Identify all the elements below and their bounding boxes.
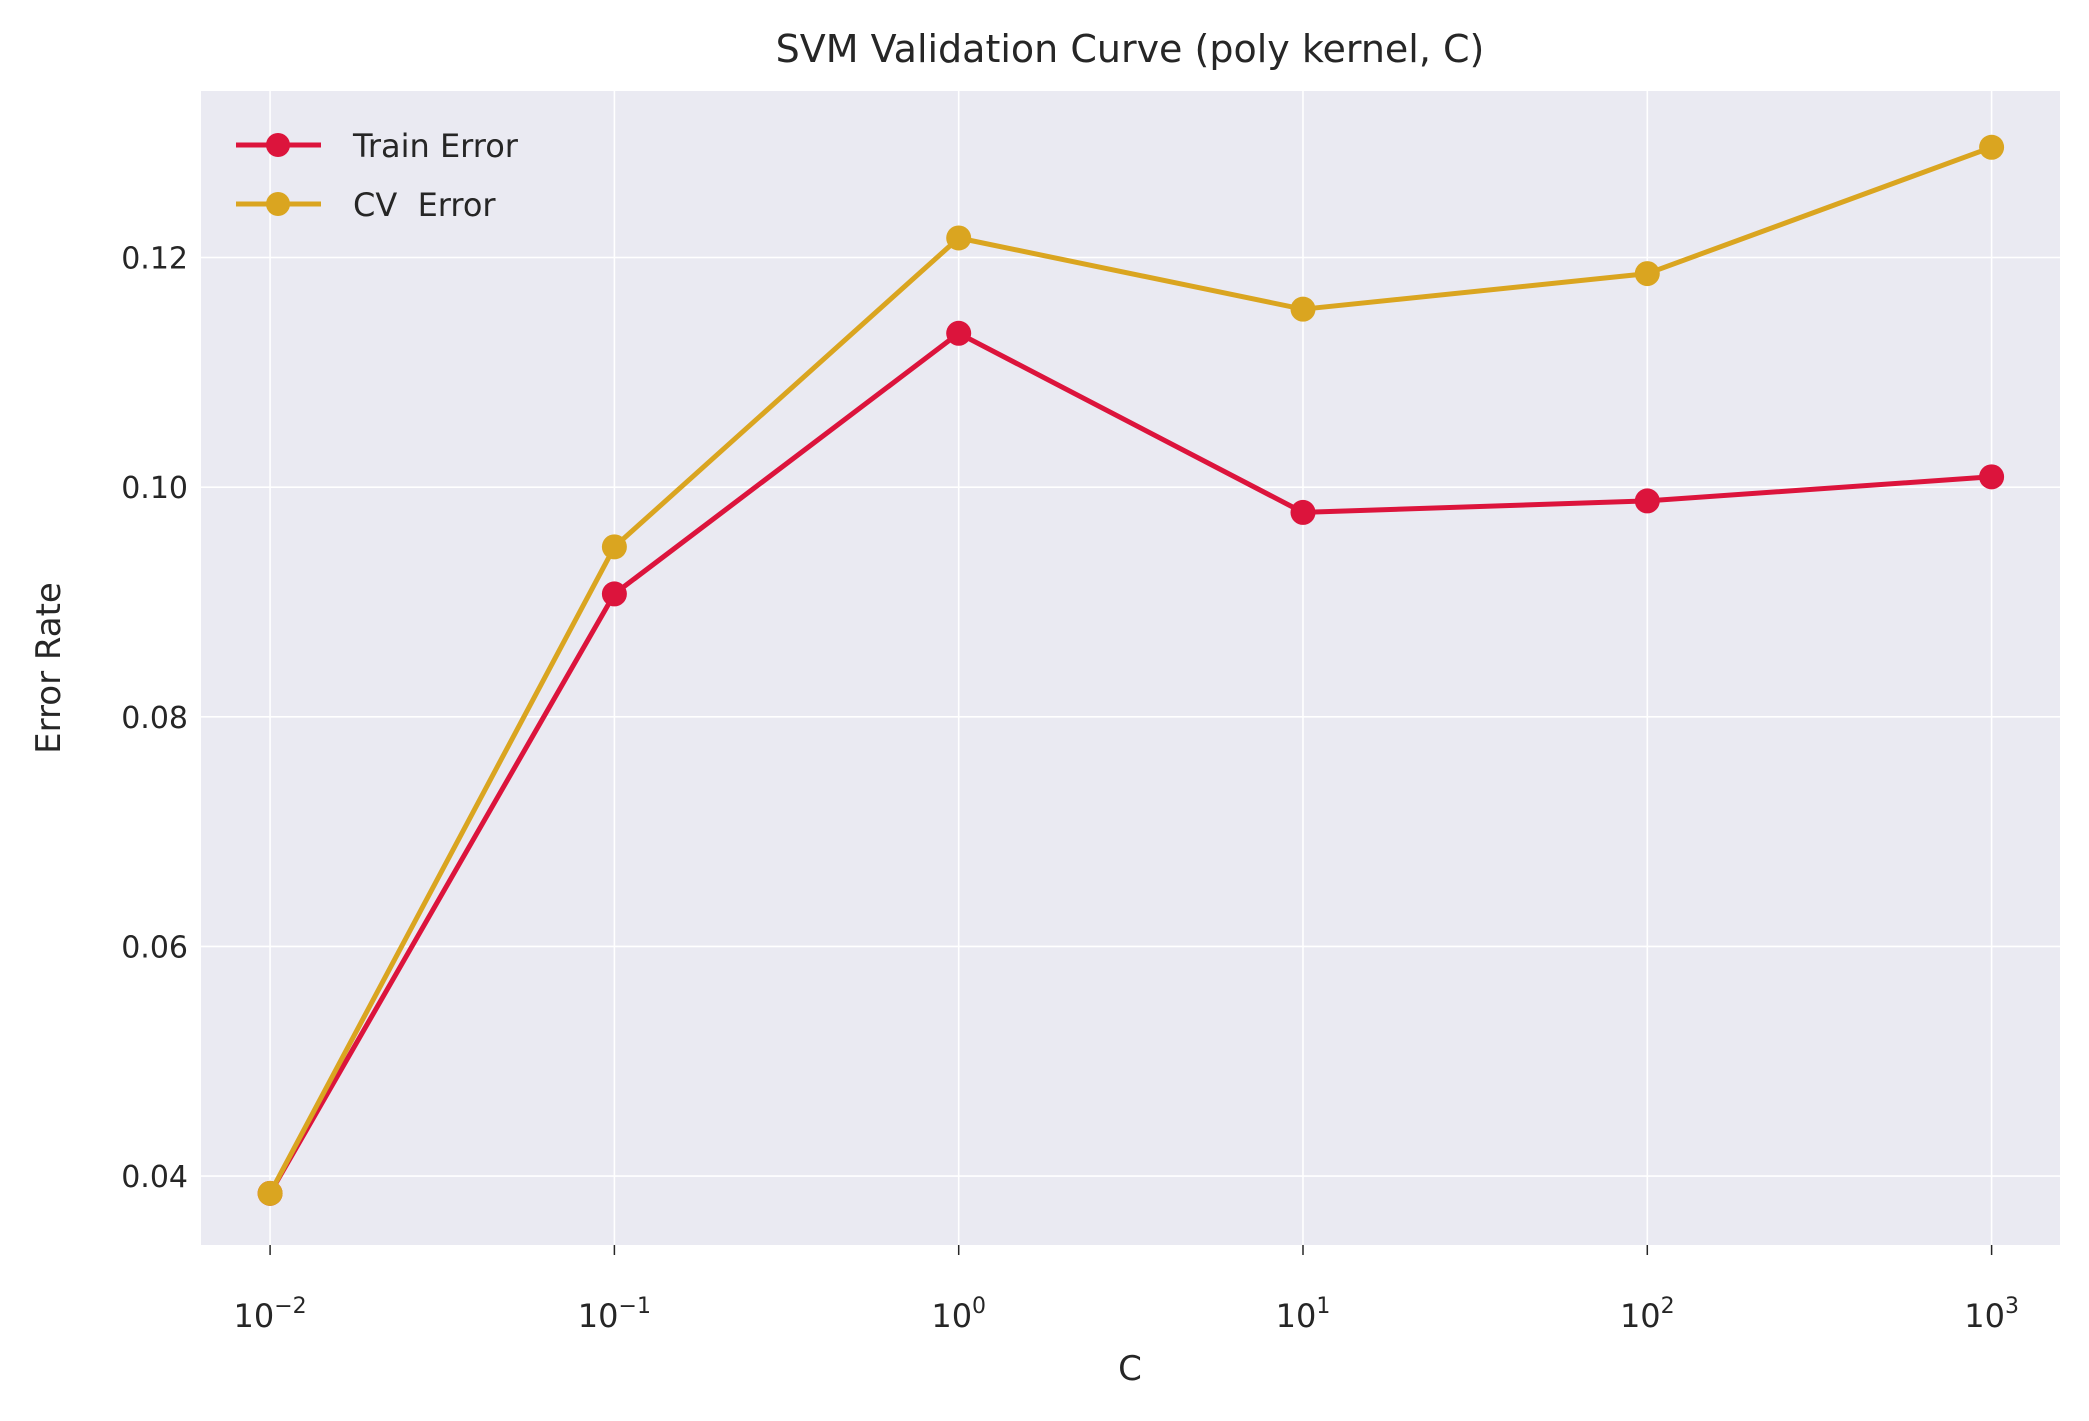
series-0-point — [1634, 488, 1660, 514]
series-1-point — [1634, 261, 1660, 287]
y-tick-label: 0.06 — [121, 930, 188, 965]
series-1-point — [601, 534, 627, 560]
grid-lines — [201, 91, 2060, 1255]
series-1-point — [1290, 296, 1316, 322]
x-tick-label: 10−1 — [578, 1294, 651, 1335]
series-layer — [257, 134, 2005, 1206]
y-tick-label: 0.04 — [121, 1160, 188, 1195]
legend: Train Error CV Error — [236, 127, 519, 224]
legend-train-label: Train Error — [352, 127, 519, 165]
series-1-point — [946, 225, 972, 251]
chart-title: SVM Validation Curve (poly kernel, C) — [776, 27, 1485, 71]
x-tick-labels: 10−2 10−1 100 101 102 103 — [234, 1294, 2019, 1335]
y-tick-label: 0.10 — [121, 471, 188, 506]
y-axis-label: Error Rate — [29, 582, 69, 754]
series-line-1 — [267, 144, 1993, 1195]
series-0-point — [1979, 464, 2005, 490]
series-1-point — [257, 1180, 283, 1206]
legend-train-marker — [266, 133, 290, 157]
y-tick-labels: 0.04 0.06 0.08 0.10 0.12 — [121, 241, 188, 1195]
y-tick-label: 0.12 — [121, 241, 188, 276]
x-tick-label: 101 — [1276, 1294, 1331, 1335]
series-0-point — [1290, 499, 1316, 525]
x-axis-label: C — [1118, 1349, 1142, 1389]
legend-cv-marker — [266, 192, 290, 216]
series-line-0 — [267, 330, 1992, 1195]
x-tick-label: 10−2 — [234, 1294, 307, 1335]
x-tick-label: 103 — [1964, 1294, 2019, 1335]
series-0-point — [601, 581, 627, 607]
x-tick-label: 100 — [931, 1294, 986, 1335]
legend-cv-label: CV Error — [353, 186, 496, 224]
y-tick-label: 0.08 — [121, 701, 188, 736]
series-0-point — [946, 320, 972, 346]
x-tick-label: 102 — [1620, 1294, 1675, 1335]
series-1-point — [1979, 134, 2005, 160]
plot-area — [201, 91, 2060, 1245]
